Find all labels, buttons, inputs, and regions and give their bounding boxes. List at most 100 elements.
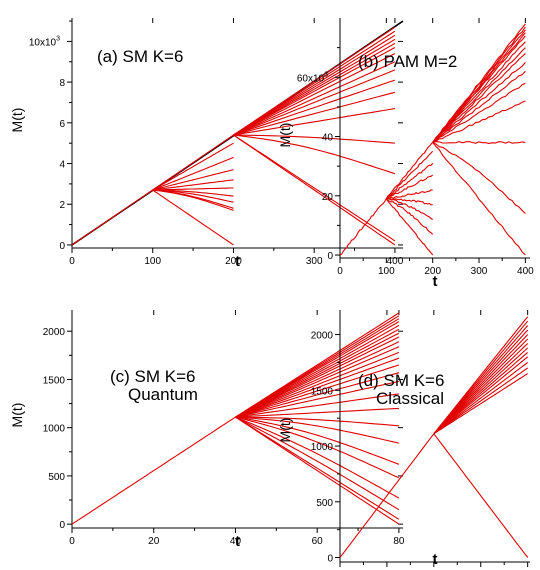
series-line bbox=[235, 416, 400, 525]
series-line bbox=[233, 26, 396, 136]
y-tick-label: 10x103 bbox=[29, 35, 60, 48]
series-line bbox=[432, 47, 526, 143]
panel-label: Classical bbox=[376, 389, 444, 408]
panel-label: (a) SM K=6 bbox=[97, 47, 183, 66]
panel-label: (c) SM K=6 bbox=[110, 367, 196, 386]
series-line bbox=[235, 372, 400, 418]
series-line bbox=[233, 108, 395, 136]
y-tick-label: 0 bbox=[327, 554, 333, 565]
series-line bbox=[233, 134, 395, 144]
series-line bbox=[152, 179, 234, 191]
y-tick-label: 1000 bbox=[43, 424, 66, 435]
series-line bbox=[152, 142, 234, 191]
series-line bbox=[432, 142, 526, 256]
y-axis-title: M(t) bbox=[277, 123, 293, 148]
y-tick-label: 1000 bbox=[311, 442, 334, 453]
series-line bbox=[432, 70, 526, 143]
series-line bbox=[235, 357, 400, 418]
series-line bbox=[433, 433, 529, 558]
series-line bbox=[233, 47, 396, 136]
x-tick-label: 80 bbox=[393, 536, 405, 547]
y-axis-title: M(t) bbox=[9, 108, 25, 133]
y-tick-label: 40 bbox=[322, 133, 334, 144]
series-line bbox=[235, 416, 400, 465]
x-axis-title: t bbox=[235, 533, 240, 550]
series-line bbox=[432, 35, 526, 143]
series-line bbox=[385, 150, 434, 200]
series-line bbox=[152, 187, 234, 191]
series-line bbox=[386, 197, 433, 206]
series-line bbox=[233, 79, 396, 136]
y-axis-title: M(t) bbox=[277, 418, 293, 443]
y-tick-label: 500 bbox=[48, 472, 65, 483]
series-line bbox=[235, 380, 400, 418]
series-line bbox=[233, 91, 396, 136]
series-line bbox=[235, 393, 399, 418]
x-tick-label: 400 bbox=[387, 256, 404, 267]
panel-label: (b) PAM M=2 bbox=[358, 52, 457, 71]
series-line bbox=[235, 324, 400, 418]
series-line bbox=[235, 332, 400, 418]
series-line bbox=[233, 38, 396, 136]
y-tick-label: 60x103 bbox=[297, 71, 328, 84]
x-tick-label: 400 bbox=[517, 266, 534, 277]
series-line bbox=[385, 162, 434, 200]
series-line bbox=[386, 189, 433, 200]
series-line bbox=[233, 30, 396, 136]
series-line-initial bbox=[339, 433, 435, 558]
y-tick-label: 0 bbox=[59, 520, 65, 531]
series-line bbox=[432, 62, 526, 143]
series-line bbox=[233, 61, 396, 136]
x-tick-label: 100 bbox=[378, 266, 395, 277]
y-tick-label: 20 bbox=[322, 192, 334, 203]
series-line bbox=[432, 100, 526, 143]
x-tick-label: 0 bbox=[69, 256, 75, 267]
x-tick-label: 20 bbox=[148, 536, 160, 547]
y-axis-title: M(t) bbox=[9, 403, 25, 428]
series-line bbox=[233, 134, 396, 246]
series-line bbox=[432, 141, 526, 144]
series-line bbox=[235, 346, 400, 418]
series-line bbox=[386, 174, 434, 200]
y-tick-label: 2 bbox=[59, 200, 65, 211]
y-tick-label: 2000 bbox=[43, 327, 66, 338]
x-tick-label: 300 bbox=[306, 256, 323, 267]
series-line bbox=[152, 189, 234, 246]
x-tick-label: 60 bbox=[312, 536, 324, 547]
y-tick-label: 6 bbox=[59, 119, 65, 130]
panel-label: Quantum bbox=[128, 385, 198, 404]
x-tick-label: 200 bbox=[225, 256, 242, 267]
series-line bbox=[433, 356, 529, 435]
series-line bbox=[432, 82, 526, 143]
y-tick-label: 1500 bbox=[43, 375, 66, 386]
series-line bbox=[235, 416, 400, 520]
x-tick-label: 200 bbox=[424, 266, 441, 277]
series-line bbox=[233, 69, 396, 136]
series-line bbox=[152, 189, 234, 197]
series-line bbox=[235, 407, 399, 418]
x-tick-label: 100 bbox=[144, 256, 161, 267]
series-line bbox=[152, 156, 234, 191]
chart-panel-2: 0 100 200 300 400 0 20 40 60x103 t M(t) (b) PAM M=2 bbox=[277, 18, 534, 290]
series-line-initial bbox=[339, 198, 387, 256]
x-axis-title: t bbox=[235, 253, 240, 270]
y-tick-label: 2000 bbox=[311, 331, 334, 342]
x-tick-label: 300 bbox=[471, 266, 488, 277]
series-line bbox=[433, 316, 529, 435]
series-line bbox=[233, 53, 396, 136]
series-line bbox=[233, 134, 396, 175]
y-tick-label: 0 bbox=[327, 251, 333, 262]
series-line bbox=[385, 198, 434, 256]
series-line bbox=[385, 142, 434, 199]
x-tick-label: 0 bbox=[69, 536, 75, 547]
series-line bbox=[235, 312, 400, 418]
series-line bbox=[235, 341, 400, 418]
series-line bbox=[235, 416, 399, 427]
y-tick-label: 4 bbox=[59, 160, 65, 171]
series-line bbox=[235, 336, 400, 418]
panel-label: (d) SM K=6 bbox=[358, 371, 444, 390]
series-line bbox=[235, 364, 400, 418]
